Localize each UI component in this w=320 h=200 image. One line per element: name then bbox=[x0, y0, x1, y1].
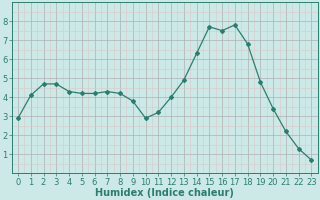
X-axis label: Humidex (Indice chaleur): Humidex (Indice chaleur) bbox=[95, 188, 234, 198]
